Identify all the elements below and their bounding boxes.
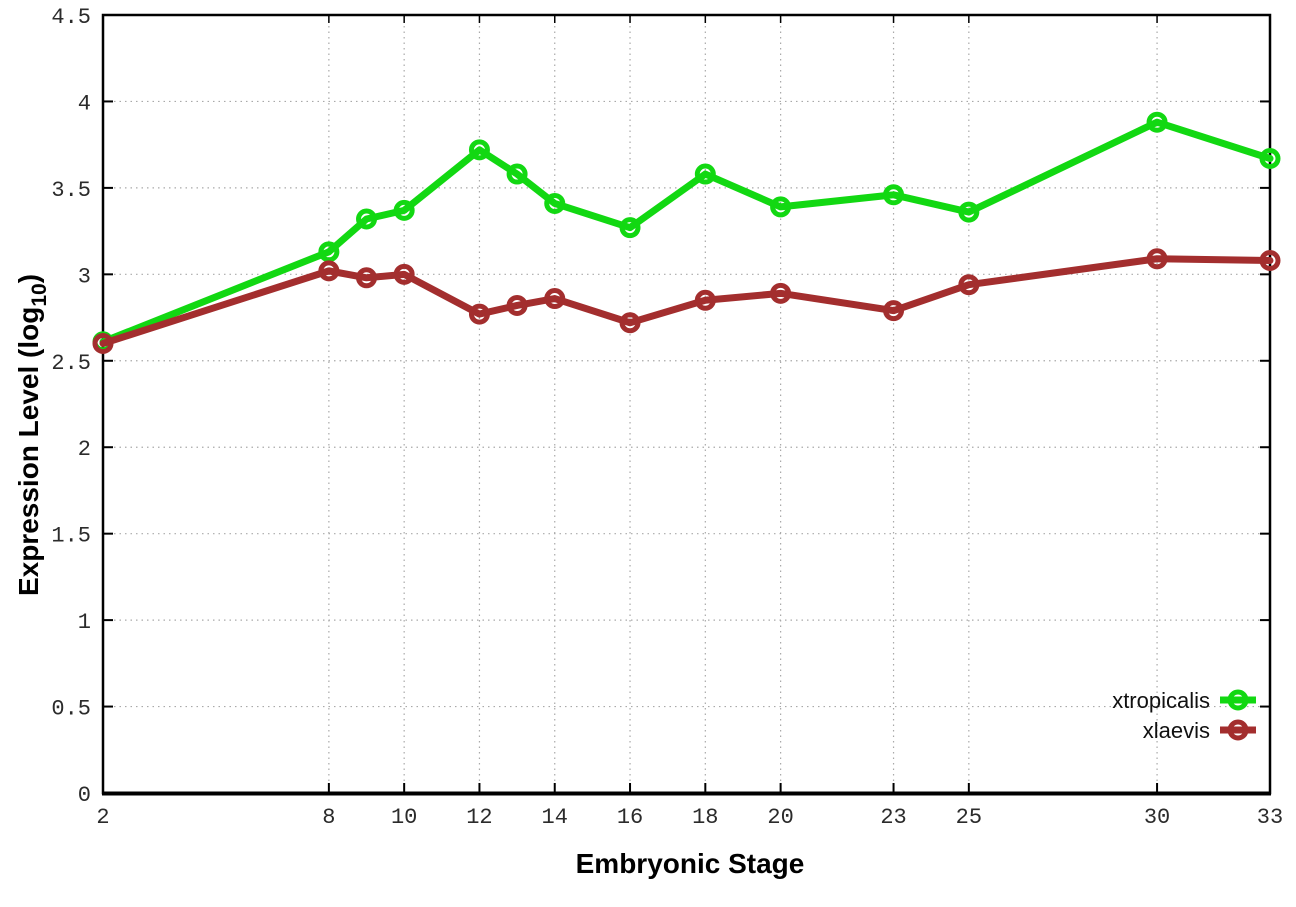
legend: xtropicalis xlaevis: [1112, 688, 1256, 743]
data-point-xlaevis: [506, 294, 528, 316]
data-point-xlaevis: [356, 267, 378, 289]
data-point-xlaevis: [468, 303, 490, 325]
data-point-xlaevis: [694, 289, 716, 311]
x-tick-label: 8: [322, 805, 335, 830]
data-point-xtropicalis: [318, 241, 340, 263]
data-point-xtropicalis: [958, 201, 980, 223]
x-tick-label: 25: [956, 805, 982, 830]
x-tick-label: 10: [391, 805, 417, 830]
y-tick-label: 0.5: [51, 697, 91, 722]
y-tick-label: 0: [78, 783, 91, 808]
y-axis-label: Expression Level (log10): [13, 274, 51, 596]
legend-marker-xtropicalis: [1227, 689, 1249, 711]
data-point-xlaevis: [958, 274, 980, 296]
x-tick-label: 30: [1144, 805, 1170, 830]
data-point-xlaevis: [544, 288, 566, 310]
data-point-xlaevis: [1259, 250, 1281, 272]
x-tick-label: 18: [692, 805, 718, 830]
data-point-xtropicalis: [393, 199, 415, 221]
y-tick-label: 4.5: [51, 5, 91, 30]
data-point-xtropicalis: [506, 163, 528, 185]
x-tick-label: 12: [466, 805, 492, 830]
legend-label-xlaevis: xlaevis: [1143, 718, 1210, 743]
y-tick-label: 1.5: [51, 524, 91, 549]
axes: 2 8 10 12 14 16 18 20 23 25 30 33 0 0.5 1 1.5 2 2.5 3 3.5 4 4…: [51, 5, 1283, 830]
x-tick-label: 33: [1257, 805, 1283, 830]
data-point-xtropicalis: [883, 184, 905, 206]
data-point-xlaevis: [318, 260, 340, 282]
data-series: [92, 111, 1281, 354]
data-point-xtropicalis: [1146, 111, 1168, 133]
grid-lines: [103, 15, 1270, 793]
data-point-xtropicalis: [619, 217, 641, 239]
data-point-xtropicalis: [1259, 147, 1281, 169]
data-point-xlaevis: [883, 300, 905, 322]
x-axis-label: Embryonic Stage: [576, 848, 805, 879]
data-point-xlaevis: [393, 263, 415, 285]
y-tick-label: 3.5: [51, 178, 91, 203]
data-point-xlaevis: [770, 282, 792, 304]
y-tick-label: 2: [78, 437, 91, 462]
x-tick-label: 23: [880, 805, 906, 830]
data-point-xlaevis: [92, 332, 114, 354]
data-point-xtropicalis: [356, 208, 378, 230]
data-point-xtropicalis: [770, 196, 792, 218]
data-point-xtropicalis: [694, 163, 716, 185]
y-tick-label: 2.5: [51, 351, 91, 376]
x-tick-label: 20: [767, 805, 793, 830]
legend-marker-xlaevis: [1227, 719, 1249, 741]
legend-label-xtropicalis: xtropicalis: [1112, 688, 1210, 713]
x-tick-label: 2: [96, 805, 109, 830]
plot-border: [101, 13, 1272, 795]
y-tick-label: 1: [78, 610, 91, 635]
y-tick-label: 3: [78, 264, 91, 289]
y-tick-label: 4: [78, 91, 91, 116]
data-point-xtropicalis: [544, 192, 566, 214]
data-point-xlaevis: [1146, 248, 1168, 270]
data-point-xtropicalis: [468, 139, 490, 161]
x-tick-label: 14: [542, 805, 568, 830]
data-point-xlaevis: [619, 312, 641, 334]
x-tick-label: 16: [617, 805, 643, 830]
